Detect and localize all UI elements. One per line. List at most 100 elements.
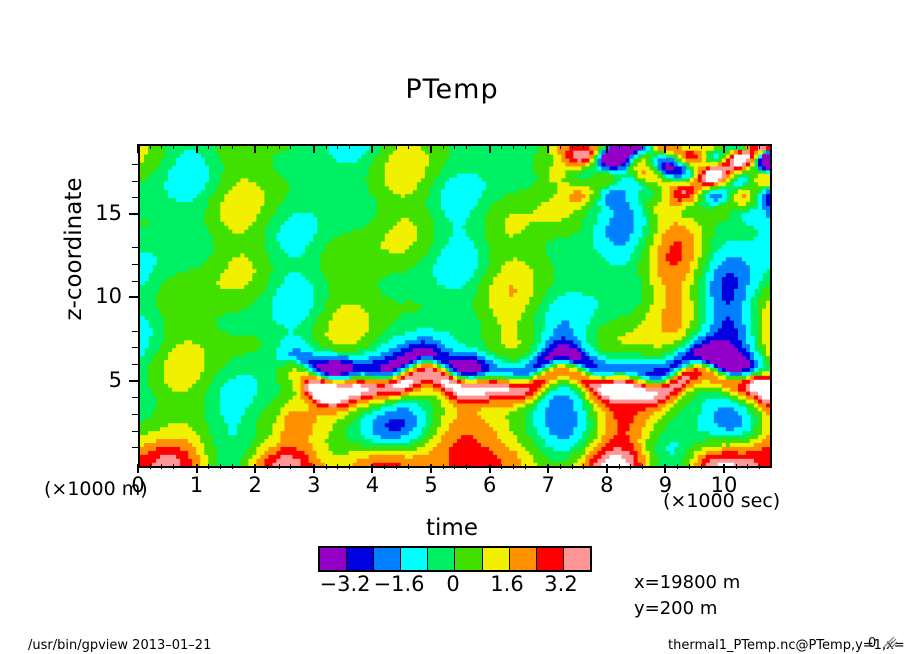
x-tick-minor-top	[290, 144, 292, 149]
x-tick-minor	[290, 464, 292, 469]
x-axis-title: time	[426, 515, 478, 541]
x-tick-minor	[348, 464, 350, 469]
y-tick-minor	[132, 397, 138, 399]
x-tick-minor	[759, 464, 761, 469]
x-tick-minor-top	[735, 144, 737, 149]
x-tick-minor-top	[266, 144, 268, 149]
x-tick-minor-top	[583, 144, 585, 149]
x-tick-minor	[220, 464, 222, 469]
x-tick-minor	[583, 464, 585, 469]
y-tick-minor	[132, 330, 138, 332]
x-tick-major-top	[312, 144, 315, 153]
colorbar-swatch-0[interactable]	[320, 548, 348, 570]
x-tick-minor	[618, 464, 620, 469]
x-tick-label-2: 2	[248, 473, 262, 497]
y-tick-minor	[132, 164, 138, 165]
x-tick-minor-top	[220, 144, 222, 149]
y-tick-major	[129, 379, 138, 382]
x-tick-major	[137, 464, 139, 473]
x-tick-major-top	[137, 144, 139, 153]
x-tick-major	[371, 464, 374, 473]
ptemp-contour-field	[140, 146, 770, 466]
x-tick-minor	[466, 464, 468, 469]
x-tick-minor	[208, 464, 210, 469]
x-tick-minor-top	[759, 144, 761, 149]
x-tick-major	[664, 464, 667, 473]
colorbar-swatch-3[interactable]	[401, 548, 429, 570]
colorbar[interactable]	[318, 546, 592, 572]
y-tick-minor	[132, 430, 138, 432]
x-tick-major-top	[371, 144, 374, 153]
x-tick-major-top	[488, 144, 491, 153]
x-tick-minor	[642, 464, 643, 469]
x-tick-minor-top	[618, 144, 620, 149]
y-tick-label-2: 15	[95, 201, 122, 225]
x-tick-minor	[384, 464, 386, 469]
colorbar-swatch-1[interactable]	[347, 548, 375, 570]
x-tick-label-1: 1	[189, 473, 204, 497]
y-tick-minor	[132, 280, 138, 282]
x-tick-minor	[231, 464, 233, 469]
x-tick-minor	[266, 464, 268, 469]
x-tick-minor	[395, 464, 397, 469]
colorbar-swatch-2[interactable]	[374, 548, 402, 570]
x-tick-minor	[513, 464, 515, 469]
x-tick-major-top	[430, 144, 433, 153]
x-tick-minor-top	[466, 144, 468, 149]
x-tick-minor	[559, 464, 561, 469]
colorbar-label-0: −3.2	[319, 572, 371, 596]
colorbar-swatch-5[interactable]	[455, 548, 483, 570]
x-tick-minor-top	[524, 144, 526, 149]
colorbar-label-2: 0	[446, 572, 460, 596]
colorbar-swatch-9[interactable]	[563, 548, 590, 570]
x-tick-label-0: 0	[131, 473, 145, 497]
y-tick-minor	[132, 364, 138, 365]
slice-annotation-x: x=19800 m	[634, 572, 741, 593]
colorbar-swatch-4[interactable]	[428, 548, 456, 570]
y-axis-title: z-coordinate	[61, 177, 87, 321]
x-tick-minor	[407, 464, 409, 469]
x-tick-label-4: 4	[365, 473, 380, 497]
x-tick-minor-top	[454, 144, 456, 149]
colorbar-label-1: −1.6	[373, 572, 425, 596]
x-tick-major-top	[664, 144, 667, 153]
x-tick-minor-top	[384, 144, 386, 149]
y-tick-minor	[132, 347, 138, 349]
x-tick-major-top	[547, 144, 550, 153]
x-tick-minor	[278, 464, 280, 469]
x-tick-label-9: 9	[658, 473, 673, 497]
colorbar-swatch-6[interactable]	[482, 548, 510, 570]
colorbar-swatch-8[interactable]	[536, 548, 564, 570]
colorbar-label-3: 1.6	[490, 572, 524, 596]
x-tick-major	[195, 464, 198, 473]
x-tick-minor-top	[747, 144, 749, 149]
x-tick-minor	[149, 464, 151, 469]
x-tick-minor-top	[642, 144, 643, 149]
x-tick-minor-top	[161, 144, 163, 149]
x-tick-minor-top	[208, 144, 210, 149]
x-axis-unit-label: (×1000 sec)	[663, 490, 781, 512]
y-tick-minor	[132, 247, 138, 249]
footer-source: thermal1_PTemp.nc@PTemp,y=1,x=20000	[668, 638, 904, 653]
x-tick-major	[430, 464, 433, 473]
x-tick-minor	[677, 464, 679, 469]
x-tick-major-top	[254, 144, 257, 153]
x-tick-minor	[442, 464, 444, 469]
x-tick-minor	[325, 464, 327, 469]
x-tick-major	[605, 464, 608, 473]
x-tick-minor-top	[337, 144, 339, 149]
x-tick-minor	[501, 464, 503, 469]
x-tick-minor	[571, 464, 573, 469]
x-tick-label-8: 8	[600, 473, 614, 497]
y-axis-unit-label: (×1000 m)	[44, 478, 148, 500]
corner-digit: 0	[868, 636, 877, 651]
x-tick-minor-top	[630, 144, 632, 149]
x-tick-minor-top	[149, 144, 151, 149]
x-tick-minor-top	[395, 144, 397, 149]
x-tick-major	[723, 464, 726, 473]
x-tick-major	[254, 464, 257, 473]
resize-grip-icon[interactable]	[882, 636, 898, 650]
contour-plot-area[interactable]	[138, 144, 772, 468]
y-tick-label-1: 10	[95, 284, 122, 309]
colorbar-swatch-7[interactable]	[509, 548, 537, 570]
